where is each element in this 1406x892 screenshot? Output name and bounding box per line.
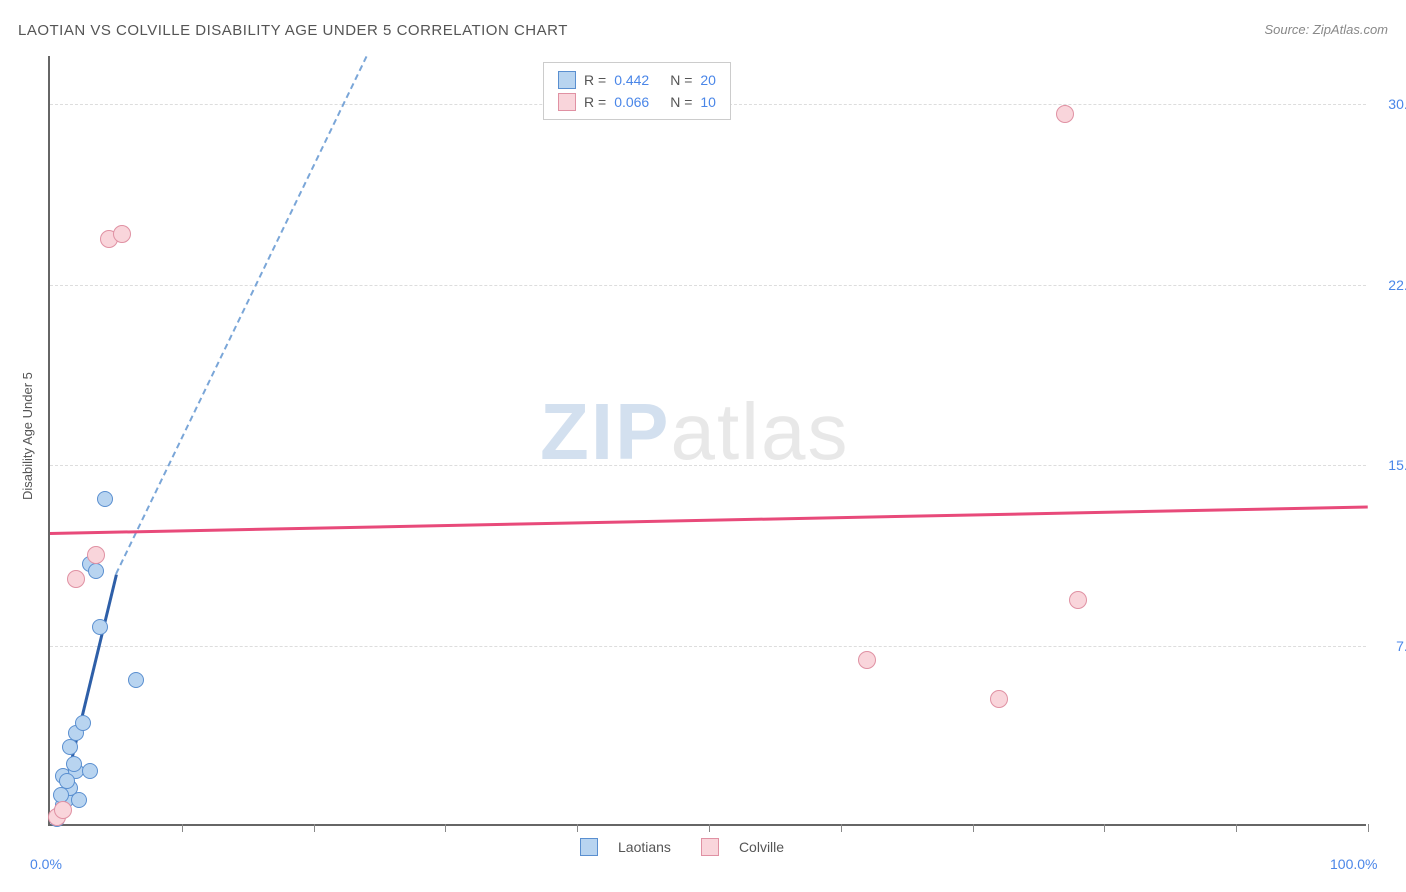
r-value-colville: 0.066 — [614, 94, 662, 110]
data-point — [88, 563, 104, 579]
x-label-left: 0.0% — [30, 856, 62, 872]
x-tick — [445, 824, 446, 832]
x-tick — [1236, 824, 1237, 832]
data-point — [92, 619, 108, 635]
n-value-colville: 10 — [700, 94, 716, 110]
swatch-colville-bottom — [701, 838, 719, 856]
chart-container: LAOTIAN VS COLVILLE DISABILITY AGE UNDER… — [0, 0, 1406, 892]
legend-label-colville: Colville — [739, 839, 784, 855]
y-tick-label: 15.0% — [1388, 457, 1406, 473]
data-point — [62, 739, 78, 755]
data-point — [990, 690, 1008, 708]
y-axis-label: Disability Age Under 5 — [20, 372, 35, 500]
data-point — [1056, 105, 1074, 123]
y-tick-label: 7.5% — [1396, 638, 1406, 654]
x-tick — [314, 824, 315, 832]
plot-area: ZIPatlas 7.5%15.0%22.5%30.0% — [48, 56, 1366, 826]
r-value-laotians: 0.442 — [614, 72, 662, 88]
x-tick — [841, 824, 842, 832]
data-point — [82, 763, 98, 779]
source-attribution: Source: ZipAtlas.com — [1264, 22, 1388, 37]
data-point — [71, 792, 87, 808]
y-tick-label: 22.5% — [1388, 277, 1406, 293]
stats-legend: R = 0.442 N = 20 R = 0.066 N = 10 — [543, 62, 731, 120]
data-point — [128, 672, 144, 688]
data-point — [97, 491, 113, 507]
data-point — [54, 801, 72, 819]
data-point — [858, 651, 876, 669]
gridline-h — [50, 646, 1366, 647]
x-tick — [1104, 824, 1105, 832]
data-point — [1069, 591, 1087, 609]
n-value-laotians: 20 — [700, 72, 716, 88]
data-point — [87, 546, 105, 564]
swatch-laotians-bottom — [580, 838, 598, 856]
gridline-h — [50, 465, 1366, 466]
watermark-zip: ZIP — [540, 387, 670, 476]
data-point — [66, 756, 82, 772]
x-tick — [577, 824, 578, 832]
x-tick — [973, 824, 974, 832]
stats-row-colville: R = 0.066 N = 10 — [558, 91, 716, 113]
x-tick — [1368, 824, 1369, 832]
data-point — [113, 225, 131, 243]
swatch-laotians — [558, 71, 576, 89]
r-label: R = — [584, 72, 606, 88]
x-tick — [182, 824, 183, 832]
watermark-atlas: atlas — [670, 387, 849, 476]
swatch-colville — [558, 93, 576, 111]
n-label: N = — [670, 72, 692, 88]
y-tick-label: 30.0% — [1388, 96, 1406, 112]
trend-line — [50, 506, 1368, 535]
legend-label-laotians: Laotians — [618, 839, 671, 855]
chart-title: LAOTIAN VS COLVILLE DISABILITY AGE UNDER… — [18, 22, 568, 39]
n-label: N = — [670, 94, 692, 110]
x-label-right: 100.0% — [1330, 856, 1377, 872]
data-point — [59, 773, 75, 789]
bottom-legend: Laotians Colville — [580, 838, 784, 856]
trend-line — [115, 57, 367, 575]
x-tick — [709, 824, 710, 832]
data-point — [75, 715, 91, 731]
data-point — [67, 570, 85, 588]
stats-row-laotians: R = 0.442 N = 20 — [558, 69, 716, 91]
gridline-h — [50, 285, 1366, 286]
r-label: R = — [584, 94, 606, 110]
